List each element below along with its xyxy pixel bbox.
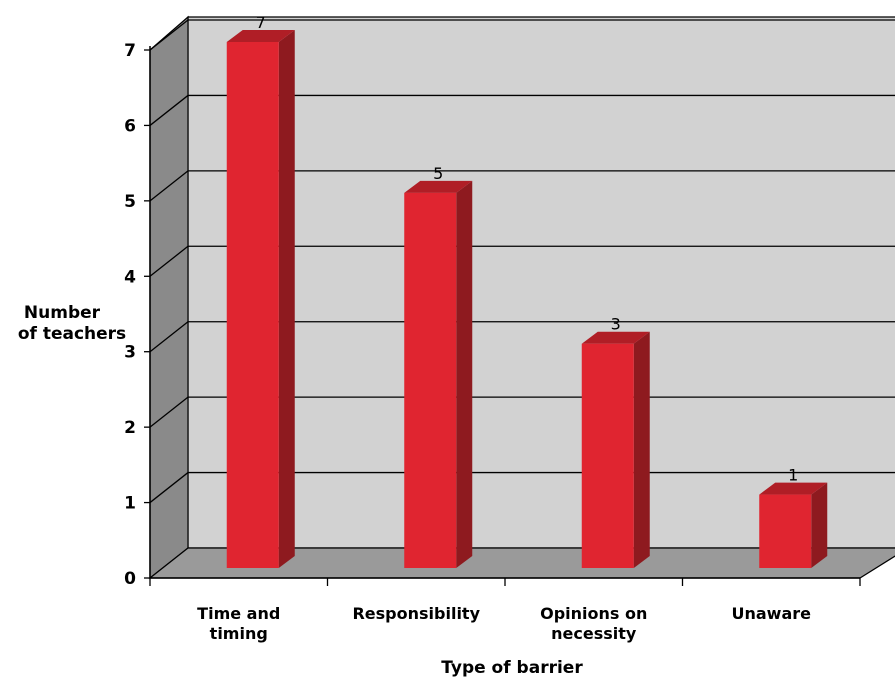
bar-front-face [759,494,812,568]
y-axis-title-line: Number [24,303,101,323]
x-tick-label-line: Time and [197,604,280,623]
x-tick-label-line: Responsibility [352,604,480,623]
x-tick-label-line: timing [210,624,268,643]
gridline-side [149,170,189,202]
x-tick-label: Responsibility [352,604,480,623]
y-tick-label: 1 [124,494,136,514]
gridline-side [149,396,189,428]
data-labels: 7 5 3 1 [256,13,799,485]
y-axis-title: Number of teachers [18,303,126,344]
y-tick-label: 6 [124,116,136,136]
bars [226,30,828,568]
bar-top-face [581,331,650,344]
gridline-side [149,94,189,126]
data-label: 5 [433,164,443,183]
data-label: 7 [256,13,266,32]
gridline-side [149,321,189,353]
y-tick-label: 5 [124,192,136,212]
data-label: 3 [611,315,621,334]
x-tick-label: Unaware [732,604,812,623]
x-axis-title: Type of barrier [441,658,583,678]
data-label: 1 [788,466,798,485]
bar-top-face [404,180,473,193]
bar [404,180,473,568]
y-tick-label: 3 [124,343,136,363]
y-tick-label: 2 [124,418,136,438]
chart-walls [148,15,895,580]
bar [226,30,295,568]
y-tick-labels: 0 1 2 3 4 5 6 7 [124,41,150,589]
bar-front-face [404,192,457,568]
bar-side-face [811,482,828,568]
gridline-side [149,472,189,504]
bar-side-face [456,180,473,568]
side-wall [149,15,189,580]
x-tick-label-line: necessity [551,624,637,643]
gridline-side [149,19,189,51]
y-tick-label: 4 [124,267,136,287]
bar [581,331,650,568]
x-tick-label: Time and timing [197,604,280,643]
x-tick-label: Opinions on necessity [540,604,647,643]
x-tick-label-line: Opinions on [540,604,647,623]
bar-top-face [759,482,828,495]
bar-side-face [633,331,650,568]
y-tick-label: 7 [124,41,136,61]
bar [759,482,828,568]
bar-side-face [278,30,295,568]
y-axis-title-line: of teachers [18,324,126,344]
x-tick-label-line: Unaware [732,604,812,623]
gridline-side [149,245,189,277]
bar-front-face [226,42,279,568]
x-tick-labels: Time and timing Responsibility Opinions on n… [149,578,861,643]
bar-front-face [581,343,634,568]
y-tick-label: 0 [124,569,136,589]
bar-top-face [226,30,295,42]
